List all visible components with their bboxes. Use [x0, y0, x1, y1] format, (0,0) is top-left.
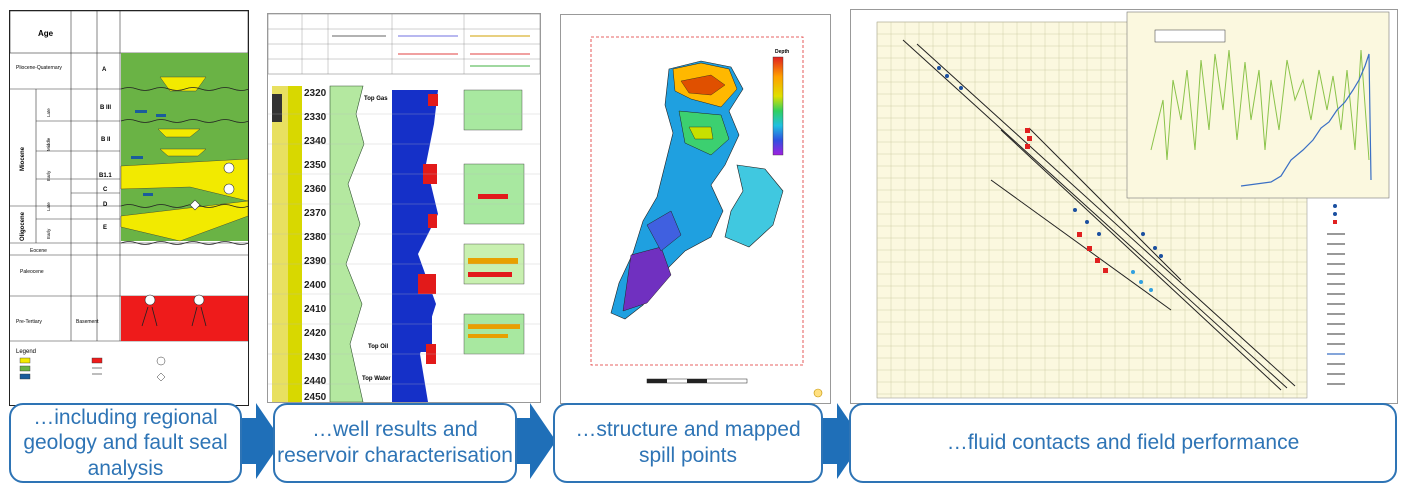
caption-well-results: …well results and reservoir characterisa…: [273, 403, 517, 483]
basement-label: Basement: [76, 319, 99, 325]
marker-top-oil: Top Oil: [368, 344, 389, 350]
structure-map-panel: Depth: [560, 14, 831, 404]
age-label-pliocene: Pliocene-Quaternary: [16, 65, 62, 71]
depth-tick: 2360: [304, 184, 327, 195]
caption-regional-geology: …including regional geology and fault se…: [9, 403, 242, 483]
depth-tick: 2400: [304, 280, 327, 291]
depth-tick: 2450: [304, 392, 327, 402]
age-label-eocene: Eocene: [30, 248, 47, 254]
depth-tick: 2380: [304, 232, 327, 243]
age-label-paleocene: Paleocene: [20, 269, 44, 275]
age-header: Age: [38, 29, 54, 38]
caption-structure: …structure and mapped spill points: [553, 403, 823, 483]
depth-tick: 2330: [304, 112, 327, 123]
depth-tick: 2410: [304, 304, 327, 315]
depth-colorbar: [772, 56, 784, 156]
depth-tick: 2440: [304, 376, 327, 387]
map-legend-title: Depth: [775, 49, 789, 55]
gamma-ray-fill: [329, 85, 365, 402]
caption-text: …fluid contacts and field performance: [946, 431, 1300, 455]
depth-tick: 2370: [304, 208, 327, 219]
well-log-panel: 2320 2330 2340 2350 2360 2370 2380 2390 …: [267, 13, 541, 403]
unit-biii: B III: [100, 105, 111, 111]
unit-bii: B II: [101, 137, 111, 143]
marker-top-gas: Top Gas: [364, 96, 388, 102]
basement-fill: [121, 296, 248, 341]
depth-tick: 2420: [304, 328, 327, 339]
age-label-oligocene: Oligocene: [20, 211, 26, 241]
unit-e: E: [103, 225, 107, 231]
subage-early-oligocene: Early: [46, 228, 51, 239]
depth-tick: 2340: [304, 136, 327, 147]
legend-title: Legend: [16, 349, 36, 355]
unit-b11: B1.1: [99, 173, 112, 179]
subage-middle: Middle: [46, 137, 51, 151]
subage-late: Late: [46, 108, 51, 117]
depth-tick: 2350: [304, 160, 327, 171]
caption-fluid-contacts: …fluid contacts and field performance: [849, 403, 1397, 483]
sand-wedge: [120, 200, 248, 242]
subage-late-oligocene: Late: [46, 202, 51, 211]
caption-text: …including regional geology and fault se…: [23, 405, 228, 480]
caption-text: …structure and mapped spill points: [575, 418, 801, 467]
pressure-plot-panel: [850, 9, 1398, 404]
age-label-pretertiary: Pre-Tertiary: [16, 319, 42, 325]
stratigraphic-column: Age Pliocene-Quaternary Miocene Oligocen…: [10, 11, 248, 382]
structure-map: Depth: [590, 36, 823, 398]
caption-text: …well results and reservoir characterisa…: [277, 418, 513, 467]
depth-tick: 2390: [304, 256, 327, 267]
depth-tick: 2320: [304, 88, 327, 99]
marker-top-water: Top Water: [362, 376, 391, 382]
subage-early: Early: [46, 170, 51, 181]
unit-d: D: [103, 202, 108, 208]
sand-wedge: [120, 158, 248, 202]
pressure-depth-plot: [876, 11, 1390, 399]
sand-lens: [157, 128, 201, 138]
unit-c: C: [103, 187, 108, 193]
depth-tick: 2430: [304, 352, 327, 363]
well-log: 2320 2330 2340 2350 2360 2370 2380 2390 …: [268, 14, 540, 402]
age-label-miocene: Miocene: [20, 146, 26, 171]
sand-lens: [159, 148, 207, 157]
unit-a: A: [102, 67, 107, 73]
stratigraphy-panel: Age Pliocene-Quaternary Miocene Oligocen…: [9, 10, 249, 406]
